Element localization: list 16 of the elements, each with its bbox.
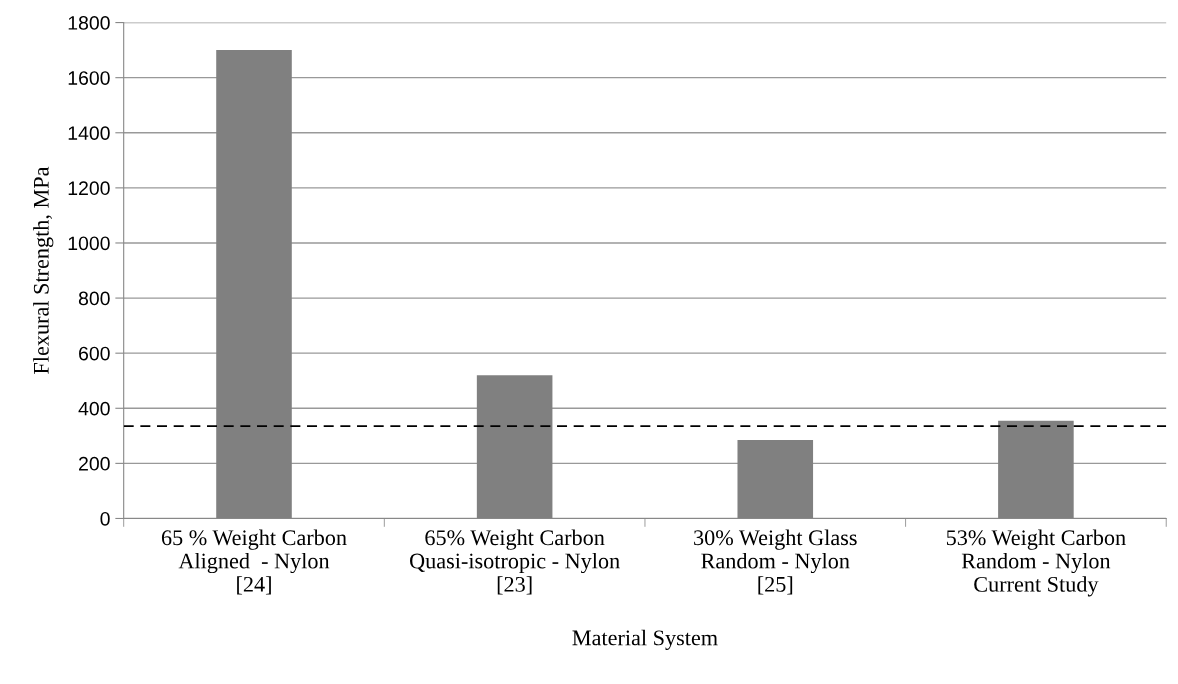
x-tick-label: 65% Weight Carbon Quasi-isotropic - Nylon [23] bbox=[410, 529, 620, 595]
x-tick-label: 30% Weight Glass Random - Nylon [25] bbox=[694, 529, 857, 595]
x-axis-title: Material System bbox=[572, 629, 718, 650]
y-tick-label: 200 bbox=[79, 456, 110, 471]
y-axis-title: Flexural Strength, MPa bbox=[33, 166, 54, 374]
y-tick-label: 400 bbox=[78, 401, 110, 416]
y-tick-label: 800 bbox=[78, 291, 110, 306]
y-tick-label: 0 bbox=[100, 511, 110, 526]
y-tick-label: 1000 bbox=[68, 236, 110, 251]
y-tick-label: 1400 bbox=[68, 126, 110, 141]
y-tick-label: 1200 bbox=[68, 181, 110, 196]
x-tick-label: 53% Weight Carbon Random - Nylon Current Study bbox=[946, 529, 1126, 597]
y-tick-label: 600 bbox=[79, 346, 110, 361]
y-tick-label: 1600 bbox=[68, 71, 110, 85]
y-tick-label: 1800 bbox=[68, 16, 110, 30]
x-tick-label: 65 % Weight Carbon Aligned - Nylon [24] bbox=[161, 529, 347, 595]
